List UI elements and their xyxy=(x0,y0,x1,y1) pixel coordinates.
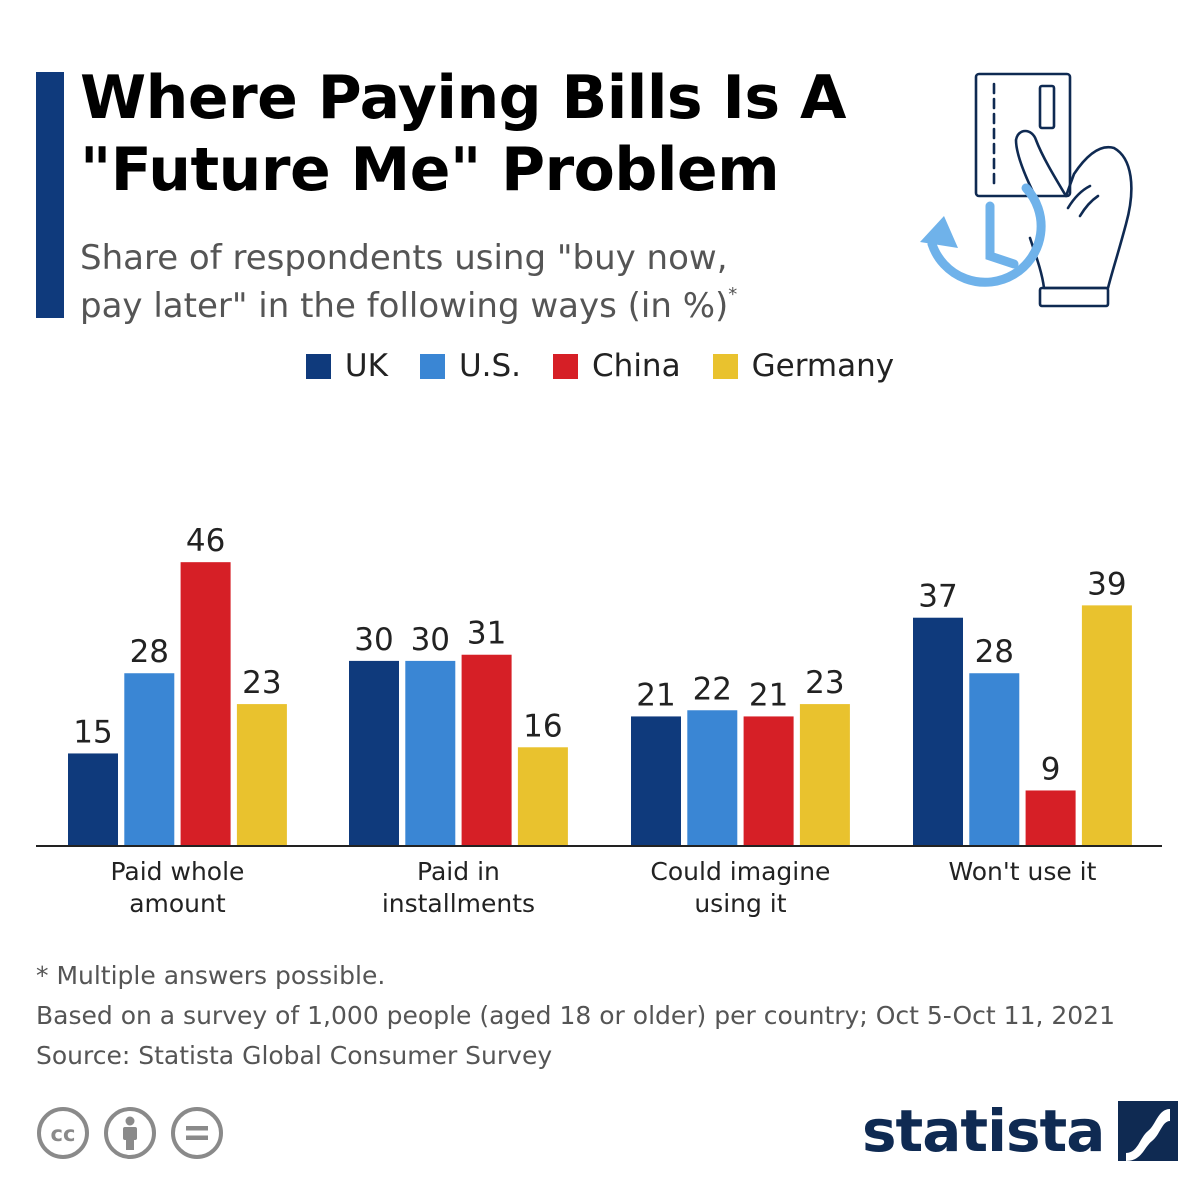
brand-wordmark: statista xyxy=(862,1097,1105,1165)
title-line-1: Where Paying Bills Is A xyxy=(80,63,846,133)
footnote-survey-info: Based on a survey of 1,000 people (aged … xyxy=(36,1001,1115,1030)
legend-label-china: China xyxy=(592,348,681,384)
data-label-germany-won-t-use-it: 39 xyxy=(1087,566,1126,602)
statista-brand[interactable]: statista xyxy=(862,1096,1179,1166)
data-label-germany-could-imagine-using-it: 23 xyxy=(805,665,844,701)
no-derivatives-icon[interactable] xyxy=(170,1106,224,1160)
bar-u-s-won-t-use-it xyxy=(969,673,1020,846)
data-label-uk-paid-in-installments: 30 xyxy=(354,622,393,658)
legend-label-us: U.S. xyxy=(458,348,522,384)
subtitle-line-2: pay later" in the following ways (in %) xyxy=(80,286,729,326)
footnotes: * Multiple answers possible. Based on a … xyxy=(36,956,1176,1076)
data-label-china-paid-in-installments: 31 xyxy=(467,616,506,652)
bar-germany-could-imagine-using-it xyxy=(799,704,850,846)
chart-legend: UK U.S. China Germany xyxy=(0,348,1200,384)
data-label-china-paid-whole-amount: 46 xyxy=(186,523,225,559)
footnote-source: Source: Statista Global Consumer Survey xyxy=(36,1041,553,1070)
data-label-u-s-could-imagine-using-it: 22 xyxy=(693,671,732,707)
legend-item-germany: Germany xyxy=(712,348,895,384)
bar-u-s-paid-whole-amount xyxy=(124,673,175,846)
category-label-won-t-use-it: Won't use it xyxy=(948,857,1096,886)
data-label-uk-could-imagine-using-it: 21 xyxy=(636,677,675,713)
legend-swatch-china xyxy=(553,353,579,379)
data-label-uk-won-t-use-it: 37 xyxy=(918,579,957,615)
bar-u-s-could-imagine-using-it xyxy=(687,710,738,846)
data-label-uk-paid-whole-amount: 15 xyxy=(73,714,112,750)
bar-uk-won-t-use-it xyxy=(913,617,963,846)
accent-bar xyxy=(36,72,64,318)
cc-icon[interactable]: cc xyxy=(36,1106,90,1160)
footnote-multiple-answers: * Multiple answers possible. xyxy=(36,961,386,990)
legend-item-us: U.S. xyxy=(419,348,522,384)
card-in-hand-with-clock-icon xyxy=(920,72,1133,308)
bar-chart: 15 28 46 23 Paid whole amount 30 30 31 16 Paid in i… xyxy=(36,523,1162,918)
bar-uk-could-imagine-using-it xyxy=(631,716,681,846)
bar-china-could-imagine-using-it xyxy=(743,716,794,846)
category-label-paid-whole-amount: Paid whole amount xyxy=(110,857,244,918)
statista-logo-icon xyxy=(1118,1101,1179,1161)
bar-germany-paid-whole-amount xyxy=(236,704,287,846)
bar-china-paid-in-installments xyxy=(461,654,512,846)
bar-germany-won-t-use-it xyxy=(1081,605,1132,846)
bar-uk-paid-whole-amount xyxy=(68,753,118,846)
bar-germany-paid-in-installments xyxy=(517,747,568,846)
page-subtitle: Share of respondents using "buy now, pay… xyxy=(80,234,840,330)
legend-label-germany: Germany xyxy=(751,348,895,384)
data-label-u-s-paid-in-installments: 30 xyxy=(411,622,450,658)
svg-text:cc: cc xyxy=(51,1122,76,1146)
bar-uk-paid-in-installments xyxy=(349,660,399,846)
data-label-germany-paid-whole-amount: 23 xyxy=(242,665,281,701)
legend-swatch-germany xyxy=(712,353,738,379)
subtitle-line-1: Share of respondents using "buy now, xyxy=(80,238,728,278)
bar-china-won-t-use-it xyxy=(1025,790,1076,846)
legend-item-uk: UK xyxy=(305,348,388,384)
legend-swatch-us xyxy=(419,353,445,379)
bar-u-s-paid-in-installments xyxy=(405,660,456,846)
category-label-paid-in-installments: Paid in installments xyxy=(382,857,535,918)
legend-item-china: China xyxy=(553,348,681,384)
page-title: Where Paying Bills Is A "Future Me" Prob… xyxy=(80,62,900,206)
subtitle-asterisk: * xyxy=(728,284,738,305)
attribution-icon[interactable] xyxy=(103,1106,157,1160)
data-label-china-won-t-use-it: 9 xyxy=(1041,751,1061,787)
legend-swatch-uk xyxy=(305,353,331,379)
legend-label-uk: UK xyxy=(344,348,388,384)
data-label-germany-paid-in-installments: 16 xyxy=(523,708,562,744)
data-label-u-s-paid-whole-amount: 28 xyxy=(130,634,169,670)
bar-china-paid-whole-amount xyxy=(180,562,231,846)
data-label-china-could-imagine-using-it: 21 xyxy=(749,677,788,713)
category-label-could-imagine-using-it: Could imagine using it xyxy=(650,857,830,918)
data-label-u-s-won-t-use-it: 28 xyxy=(975,634,1014,670)
license-icons: cc xyxy=(36,1106,224,1160)
title-line-2: "Future Me" Problem xyxy=(80,135,780,205)
